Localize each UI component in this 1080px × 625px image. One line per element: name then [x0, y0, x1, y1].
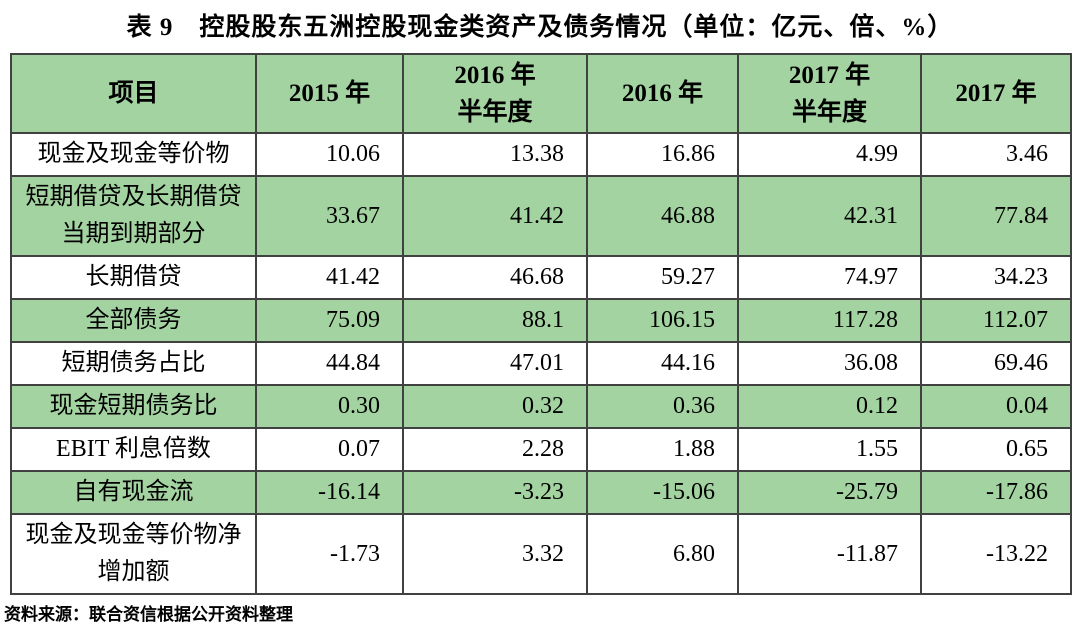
value-cell: 0.12: [737, 384, 922, 429]
row-label: 自有现金流: [10, 470, 257, 515]
value-cell: 42.31: [737, 175, 922, 257]
value-cell: -3.23: [402, 470, 588, 515]
table-row: 自有现金流 -16.14 -3.23 -15.06 -25.79 -17.86: [10, 470, 1072, 515]
table-row: 全部债务 75.09 88.1 106.15 117.28 112.07: [10, 298, 1072, 343]
value-cell: 0.07: [255, 427, 404, 472]
value-cell: 41.42: [255, 255, 404, 300]
value-cell: 6.80: [586, 513, 739, 595]
row-label: EBIT 利息倍数: [10, 427, 257, 472]
table-row: 现金及现金等价物 10.06 13.38 16.86 4.99 3.46: [10, 132, 1072, 177]
value-cell: 3.46: [920, 132, 1072, 177]
value-cell: 59.27: [586, 255, 739, 300]
table-row: 短期债务占比 44.84 47.01 44.16 36.08 69.46: [10, 341, 1072, 386]
value-cell: 112.07: [920, 298, 1072, 343]
header-cell-2017h1: 2017 年 半年度: [737, 53, 922, 134]
value-cell: 106.15: [586, 298, 739, 343]
value-cell: 117.28: [737, 298, 922, 343]
value-cell: -15.06: [586, 470, 739, 515]
value-cell: 2.28: [402, 427, 588, 472]
value-cell: 1.88: [586, 427, 739, 472]
value-cell: 3.32: [402, 513, 588, 595]
value-cell: 69.46: [920, 341, 1072, 386]
header-cell-2015: 2015 年: [255, 53, 404, 134]
value-cell: 0.36: [586, 384, 739, 429]
value-cell: 44.16: [586, 341, 739, 386]
value-cell: 44.84: [255, 341, 404, 386]
value-cell: 74.97: [737, 255, 922, 300]
value-cell: 4.99: [737, 132, 922, 177]
financial-table: 项目 2015 年 2016 年 半年度 2016 年 2017 年 半年度 2…: [10, 53, 1072, 595]
table-row: 现金短期债务比 0.30 0.32 0.36 0.12 0.04: [10, 384, 1072, 429]
value-cell: 13.38: [402, 132, 588, 177]
value-cell: -13.22: [920, 513, 1072, 595]
header-cell-2016h1: 2016 年 半年度: [402, 53, 588, 134]
value-cell: 0.04: [920, 384, 1072, 429]
value-cell: 75.09: [255, 298, 404, 343]
table-row: 短期借贷及长期借贷 当期到期部分 33.67 41.42 46.88 42.31 77.8…: [10, 175, 1072, 257]
value-cell: 1.55: [737, 427, 922, 472]
header-cell-2017: 2017 年: [920, 53, 1072, 134]
table-header: 项目 2015 年 2016 年 半年度 2016 年 2017 年 半年度 2…: [10, 53, 1072, 134]
table-row: 现金及现金等价物净 增加额 -1.73 3.32 6.80 -11.87 -13.22: [10, 513, 1072, 595]
value-cell: -16.14: [255, 470, 404, 515]
value-cell: 0.32: [402, 384, 588, 429]
value-cell: 77.84: [920, 175, 1072, 257]
value-cell: 88.1: [402, 298, 588, 343]
table-title: 表 9 控股股东五洲控股现金类资产及债务情况（单位：亿元、倍、%）: [126, 14, 954, 41]
value-cell: 16.86: [586, 132, 739, 177]
value-cell: -17.86: [920, 470, 1072, 515]
value-cell: 47.01: [402, 341, 588, 386]
table-body: 现金及现金等价物 10.06 13.38 16.86 4.99 3.46 短期借贷及长期借贷…: [10, 132, 1072, 595]
value-cell: 34.23: [920, 255, 1072, 300]
header-cell-2016: 2016 年: [586, 53, 739, 134]
row-label: 短期债务占比: [10, 341, 257, 386]
value-cell: 46.68: [402, 255, 588, 300]
header-cell-item: 项目: [10, 53, 257, 134]
row-label: 现金短期债务比: [10, 384, 257, 429]
row-label: 长期借贷: [10, 255, 257, 300]
row-label: 现金及现金等价物净 增加额: [10, 513, 257, 595]
row-label: 短期借贷及长期借贷 当期到期部分: [10, 175, 257, 257]
row-label: 现金及现金等价物: [10, 132, 257, 177]
value-cell: 36.08: [737, 341, 922, 386]
row-label: 全部债务: [10, 298, 257, 343]
value-cell: 0.65: [920, 427, 1072, 472]
value-cell: 10.06: [255, 132, 404, 177]
table-row: EBIT 利息倍数 0.07 2.28 1.88 1.55 0.65: [10, 427, 1072, 472]
value-cell: 0.30: [255, 384, 404, 429]
value-cell: 41.42: [402, 175, 588, 257]
value-cell: 46.88: [586, 175, 739, 257]
value-cell: -11.87: [737, 513, 922, 595]
value-cell: -1.73: [255, 513, 404, 595]
value-cell: -25.79: [737, 470, 922, 515]
value-cell: 33.67: [255, 175, 404, 257]
table-row: 长期借贷 41.42 46.68 59.27 74.97 34.23: [10, 255, 1072, 300]
header-row: 项目 2015 年 2016 年 半年度 2016 年 2017 年 半年度 2…: [10, 53, 1072, 134]
source-note: 资料来源：联合资信根据公开资料整理: [4, 605, 293, 624]
